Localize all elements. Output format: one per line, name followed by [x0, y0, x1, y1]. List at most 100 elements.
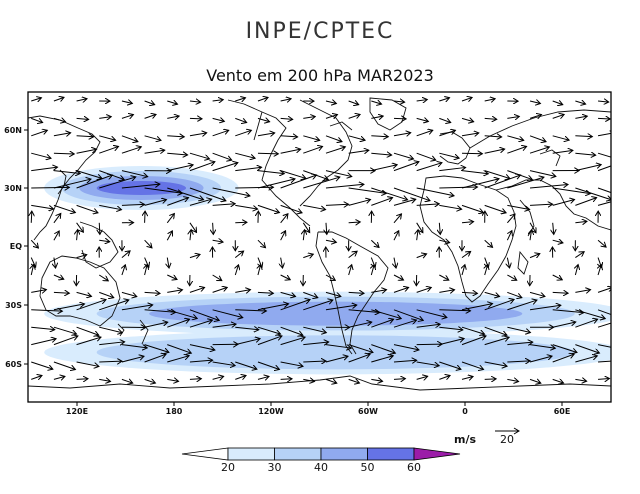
wind-vector [507, 361, 530, 362]
wind-vector [461, 222, 474, 223]
wind-vector [144, 200, 167, 206]
wind-vector [552, 292, 568, 293]
wind-vector [393, 101, 405, 102]
wind-vector [507, 379, 518, 381]
wind-vector [485, 265, 488, 276]
wind-vector [121, 251, 130, 258]
wind-vector [280, 300, 310, 311]
wind-vector [212, 324, 236, 327]
wind-vector [257, 292, 273, 293]
wind-vector [144, 239, 152, 248]
wind-vector [552, 101, 563, 105]
wind-vector [53, 336, 78, 346]
lat-tick-label: 60N [4, 126, 22, 135]
wind-vector [257, 336, 282, 346]
wind-vector [416, 118, 429, 121]
wind-vector [121, 379, 133, 383]
wind-vector [393, 379, 405, 380]
lat-tick-label: 30S [5, 301, 22, 310]
wind-vector [167, 319, 189, 328]
wind-vector [167, 309, 197, 319]
wind-vector [235, 375, 246, 379]
wind-vector [303, 177, 340, 189]
wind-vector [416, 163, 442, 172]
wind-vector [598, 118, 610, 119]
wind-vector [484, 337, 509, 346]
lon-tick-label: 180 [166, 407, 183, 416]
wind-vector [257, 133, 275, 136]
wind-vector [529, 344, 555, 349]
wind-vector [189, 254, 200, 257]
wind-vector [371, 344, 395, 354]
wind-vector [348, 150, 369, 153]
lat-axis [24, 129, 28, 365]
wind-vector [144, 344, 169, 353]
wind-vector [325, 147, 345, 154]
wind-vector [371, 136, 388, 137]
wind-vector [552, 344, 577, 353]
wind-vector [552, 135, 569, 140]
wind-vector [280, 326, 303, 335]
wind-vector [575, 165, 601, 172]
wind-vector [325, 274, 335, 280]
wind-vector [416, 344, 443, 345]
wind-vector [348, 187, 387, 193]
wind-vector [31, 265, 33, 276]
reference-vector-label: 20 [500, 433, 514, 446]
wind-vector [416, 324, 440, 327]
wind-vector [575, 136, 592, 137]
wind-vector [53, 204, 75, 212]
wind-vector [257, 171, 284, 174]
wind-vector [189, 309, 219, 321]
wind-vector [393, 231, 399, 241]
wind-vector [484, 239, 493, 247]
wind-vector [121, 344, 147, 348]
wind-vector [461, 304, 493, 311]
wind-vector [484, 299, 514, 311]
wind-vector [76, 99, 87, 101]
wind-vector [31, 290, 46, 293]
wind-vector [553, 222, 554, 235]
wind-vector [348, 354, 370, 363]
wind-vector [280, 136, 298, 137]
wind-vector [31, 167, 57, 172]
wind-vector [393, 287, 409, 293]
wind-vector [99, 300, 129, 311]
wind-vector [439, 290, 454, 293]
wind-vector [189, 152, 210, 159]
wind-vector [552, 187, 591, 194]
lon-tick-label: 0 [462, 407, 468, 416]
wind-vector [439, 339, 464, 346]
wind-vector [393, 360, 417, 362]
wind-vector [507, 177, 544, 189]
wind-vector [76, 326, 99, 335]
wind-vector [257, 204, 279, 212]
wind-vector [76, 118, 89, 119]
wind-vector [303, 379, 314, 381]
wind-vector [393, 162, 419, 172]
wind-vector [53, 304, 85, 311]
wind-vector [76, 300, 106, 311]
wind-vector [506, 214, 515, 224]
wind-vector [303, 300, 333, 311]
wind-vector [121, 356, 144, 363]
wind-vector [439, 222, 440, 235]
wind-vector [416, 204, 440, 206]
wind-vector [325, 101, 336, 103]
wind-vector [31, 310, 62, 311]
lat-tick-label: 30N [4, 184, 22, 193]
wind-vector [439, 98, 449, 101]
wind-vector [212, 309, 243, 318]
wind-vector [235, 98, 245, 101]
wind-vector [371, 265, 374, 276]
wind-vector [234, 251, 243, 258]
wind-vector [393, 152, 414, 159]
wind-vector [507, 326, 530, 332]
wind-vector [189, 222, 197, 233]
wind-vector [371, 187, 407, 200]
wind-vector [325, 240, 336, 242]
wind-vector [325, 344, 351, 348]
wind-vector [167, 187, 203, 200]
wind-vector [166, 231, 172, 241]
